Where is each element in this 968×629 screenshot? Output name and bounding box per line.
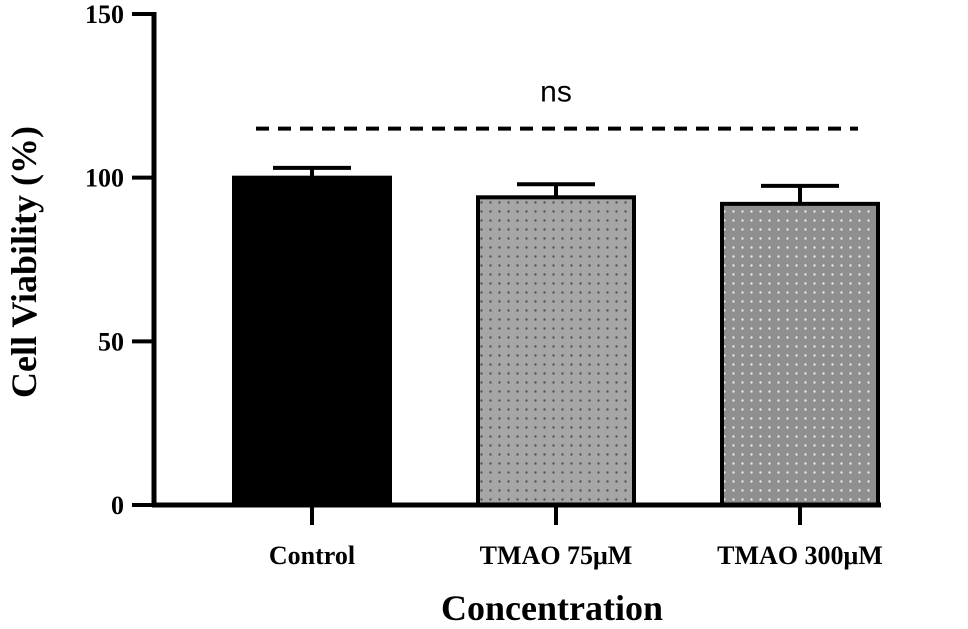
bar-pattern-tmao-300-m — [724, 205, 876, 503]
bar-control — [232, 175, 392, 508]
y-tick-label-150: 150 — [85, 0, 124, 29]
significance-label: ns — [540, 76, 572, 109]
y-ticks-layer: 0 50 100 150 — [85, 0, 154, 520]
x-axis-title: Concentration — [441, 588, 663, 628]
x-tick-label-control: Control — [269, 541, 355, 570]
y-tick-label-50: 50 — [98, 327, 124, 356]
x-ticks-layer: Control TMAO 75μM TMAO 300μM — [269, 505, 883, 570]
bars-layer — [232, 175, 880, 508]
error-bars-layer — [273, 165, 839, 204]
y-tick-label-0: 0 — [111, 491, 124, 520]
bar-pattern-tmao-75-m — [480, 199, 632, 503]
x-tick-label-tmao-300-m: TMAO 300μM — [717, 541, 883, 570]
y-tick-label-100: 100 — [85, 164, 124, 193]
x-tick-label-tmao-75-m: TMAO 75μM — [480, 541, 633, 570]
y-axis-title: Cell Viability (%) — [4, 126, 44, 398]
